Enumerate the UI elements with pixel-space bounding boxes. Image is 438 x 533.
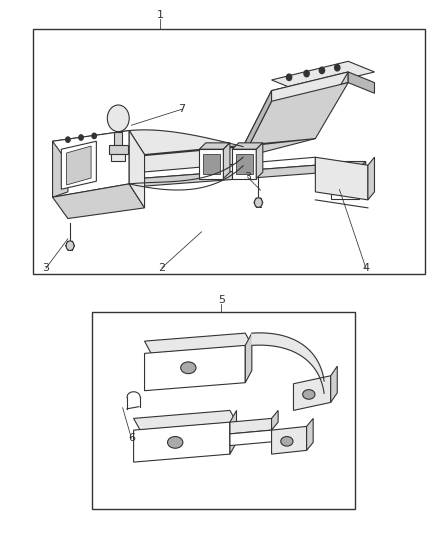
Text: 1: 1 xyxy=(156,10,163,20)
Polygon shape xyxy=(272,61,374,91)
Polygon shape xyxy=(230,410,237,454)
Polygon shape xyxy=(134,422,230,462)
Polygon shape xyxy=(307,418,313,450)
Polygon shape xyxy=(368,157,374,200)
Polygon shape xyxy=(53,131,145,163)
Polygon shape xyxy=(68,165,315,192)
Text: 2: 2 xyxy=(159,263,166,272)
Polygon shape xyxy=(67,146,91,185)
Circle shape xyxy=(254,198,262,207)
Polygon shape xyxy=(252,333,324,393)
Polygon shape xyxy=(145,345,245,391)
Polygon shape xyxy=(111,154,125,161)
Polygon shape xyxy=(199,149,223,179)
Ellipse shape xyxy=(281,437,293,446)
Polygon shape xyxy=(53,131,129,197)
Polygon shape xyxy=(348,72,374,93)
Text: 7: 7 xyxy=(178,104,185,114)
Polygon shape xyxy=(203,154,220,174)
Polygon shape xyxy=(272,72,348,101)
Text: 6: 6 xyxy=(128,433,135,443)
Polygon shape xyxy=(129,130,243,184)
Text: 4: 4 xyxy=(362,263,369,272)
Polygon shape xyxy=(53,141,68,197)
Polygon shape xyxy=(223,143,230,179)
Polygon shape xyxy=(230,418,272,434)
Polygon shape xyxy=(129,157,243,190)
Polygon shape xyxy=(114,132,122,145)
Bar xyxy=(33,29,425,274)
Polygon shape xyxy=(232,149,256,179)
Polygon shape xyxy=(315,157,368,200)
Ellipse shape xyxy=(303,390,315,399)
Polygon shape xyxy=(232,143,263,149)
Polygon shape xyxy=(272,426,307,454)
Polygon shape xyxy=(245,333,252,383)
Polygon shape xyxy=(199,143,230,149)
Polygon shape xyxy=(145,333,252,353)
Polygon shape xyxy=(243,91,272,157)
Text: 3: 3 xyxy=(244,172,251,182)
Circle shape xyxy=(66,241,74,251)
Polygon shape xyxy=(293,376,331,410)
Polygon shape xyxy=(331,168,359,199)
Polygon shape xyxy=(236,154,253,174)
Circle shape xyxy=(304,70,309,77)
Polygon shape xyxy=(331,366,337,402)
Circle shape xyxy=(92,133,96,139)
Polygon shape xyxy=(243,72,348,147)
Polygon shape xyxy=(61,141,96,189)
Polygon shape xyxy=(256,143,263,179)
Polygon shape xyxy=(243,83,348,157)
Text: 5: 5 xyxy=(218,295,225,305)
Polygon shape xyxy=(359,161,366,199)
Circle shape xyxy=(286,74,292,80)
Polygon shape xyxy=(134,410,237,430)
Polygon shape xyxy=(230,430,272,446)
Polygon shape xyxy=(68,139,315,163)
Polygon shape xyxy=(331,161,366,168)
Polygon shape xyxy=(272,410,278,430)
Text: 3: 3 xyxy=(42,263,49,273)
Circle shape xyxy=(335,64,340,71)
Ellipse shape xyxy=(168,437,183,448)
Circle shape xyxy=(79,135,83,140)
Ellipse shape xyxy=(180,362,196,374)
Bar xyxy=(92,312,355,509)
Polygon shape xyxy=(53,184,145,219)
Polygon shape xyxy=(68,157,315,184)
Polygon shape xyxy=(109,145,128,154)
Polygon shape xyxy=(129,131,145,208)
Circle shape xyxy=(319,67,325,74)
Circle shape xyxy=(66,137,70,142)
Circle shape xyxy=(107,105,129,132)
